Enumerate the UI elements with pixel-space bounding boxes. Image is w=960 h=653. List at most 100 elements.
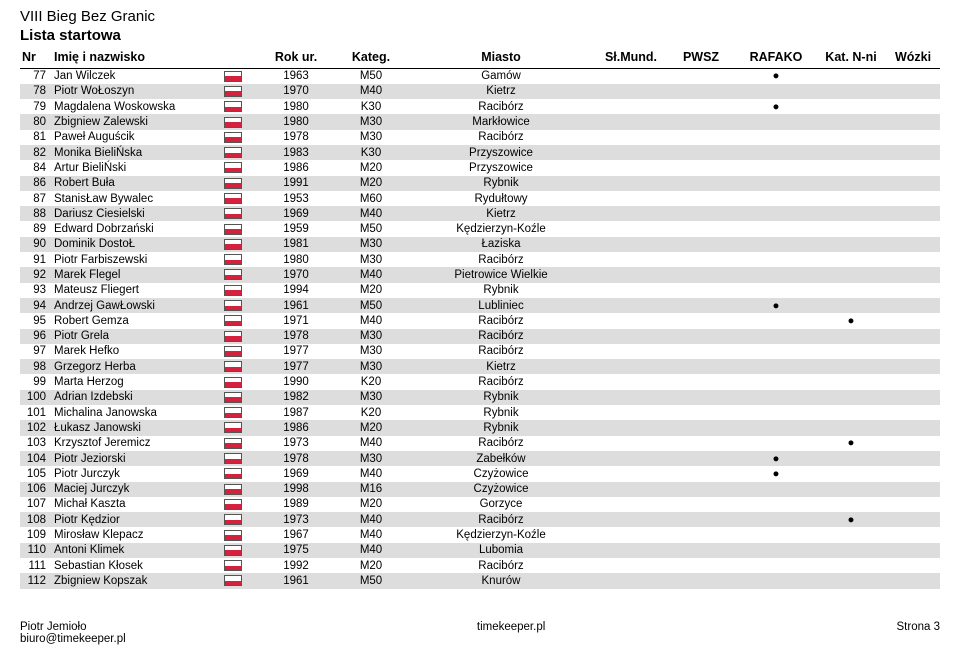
cell-rafako (736, 145, 816, 160)
cell-katnni (816, 84, 886, 99)
cell-wozki (886, 558, 940, 573)
cell-kateg: M30 (336, 344, 406, 359)
cell-katnni (816, 329, 886, 344)
cell-wozki (886, 160, 940, 175)
cell-pwsz (666, 313, 736, 328)
cell-rafako (736, 237, 816, 252)
cell-wozki (886, 466, 940, 481)
table-row: 80Zbigniew Zalewski1980M30Markłowice (20, 114, 940, 129)
cell-slmund (596, 267, 666, 282)
cell-slmund (596, 512, 666, 527)
cell-rafako: ● (736, 298, 816, 313)
cell-pwsz (666, 390, 736, 405)
table-row: 84Artur BieliŃski1986M20Przyszowice (20, 160, 940, 175)
table-row: 100Adrian Izdebski1982M30Rybnik (20, 390, 940, 405)
cell-rafako (736, 436, 816, 451)
cell-nr: 80 (20, 114, 52, 129)
cell-miasto: Czyżowice (406, 466, 596, 481)
cell-nr: 86 (20, 176, 52, 191)
cell-kateg: M16 (336, 482, 406, 497)
cell-slmund (596, 573, 666, 588)
cell-pwsz (666, 436, 736, 451)
cell-wozki (886, 267, 940, 282)
cell-name: Antoni Klimek (52, 543, 222, 558)
poland-flag-icon (224, 499, 242, 510)
cell-wozki (886, 482, 940, 497)
cell-year: 1991 (256, 176, 336, 191)
cell-flag (222, 267, 256, 282)
cell-rafako (736, 329, 816, 344)
cell-year: 1982 (256, 390, 336, 405)
cell-nr: 108 (20, 512, 52, 527)
cell-pwsz (666, 482, 736, 497)
cell-rafako (736, 405, 816, 420)
cell-rafako (736, 344, 816, 359)
cell-flag (222, 252, 256, 267)
cell-flag (222, 344, 256, 359)
cell-pwsz (666, 405, 736, 420)
cell-year: 1969 (256, 466, 336, 481)
cell-wozki (886, 527, 940, 542)
cell-year: 1970 (256, 267, 336, 282)
cell-kateg: M40 (336, 527, 406, 542)
table-row: 78Piotr WoŁoszyn1970M40Kietrz (20, 84, 940, 99)
table-row: 93Mateusz Fliegert1994M20Rybnik (20, 283, 940, 298)
cell-flag (222, 176, 256, 191)
table-row: 102Łukasz Janowski1986M20Rybnik (20, 420, 940, 435)
cell-nr: 84 (20, 160, 52, 175)
cell-kateg: M20 (336, 160, 406, 175)
cell-slmund (596, 543, 666, 558)
cell-pwsz (666, 573, 736, 588)
cell-miasto: Kędzierzyn-Koźle (406, 221, 596, 236)
cell-pwsz (666, 69, 736, 84)
cell-flag (222, 206, 256, 221)
cell-nr: 105 (20, 466, 52, 481)
table-row: 77Jan Wilczek1963M50Gamów● (20, 69, 940, 84)
cell-miasto: Racibórz (406, 436, 596, 451)
table-row: 91Piotr Farbiszewski1980M30Racibórz (20, 252, 940, 267)
cell-year: 1987 (256, 405, 336, 420)
poland-flag-icon (224, 422, 242, 433)
cell-katnni: ● (816, 436, 886, 451)
cell-year: 1978 (256, 451, 336, 466)
cell-year: 1963 (256, 69, 336, 84)
cell-flag (222, 160, 256, 175)
poland-flag-icon (224, 438, 242, 449)
cell-rafako (736, 497, 816, 512)
cell-rafako (736, 267, 816, 282)
table-row: 103Krzysztof Jeremicz1973M40Racibórz● (20, 436, 940, 451)
cell-slmund (596, 176, 666, 191)
cell-slmund (596, 130, 666, 145)
cell-pwsz (666, 145, 736, 160)
cell-name: Andrzej GawŁowski (52, 298, 222, 313)
cell-wozki (886, 221, 940, 236)
cell-flag (222, 405, 256, 420)
cell-pwsz (666, 527, 736, 542)
cell-kateg: M50 (336, 221, 406, 236)
cell-name: Robert Gemza (52, 313, 222, 328)
cell-flag (222, 359, 256, 374)
cell-slmund (596, 252, 666, 267)
col-miasto: Miasto (406, 48, 596, 69)
cell-nr: 111 (20, 558, 52, 573)
cell-nr: 94 (20, 298, 52, 313)
cell-katnni (816, 543, 886, 558)
cell-miasto: Knurów (406, 573, 596, 588)
cell-wozki (886, 84, 940, 99)
cell-kateg: M30 (336, 329, 406, 344)
table-row: 99Marta Herzog1990K20Racibórz (20, 374, 940, 389)
cell-wozki (886, 206, 940, 221)
cell-wozki (886, 176, 940, 191)
cell-slmund (596, 160, 666, 175)
cell-kateg: M30 (336, 390, 406, 405)
cell-slmund (596, 313, 666, 328)
cell-flag (222, 283, 256, 298)
cell-flag (222, 451, 256, 466)
cell-katnni (816, 344, 886, 359)
cell-miasto: Gorzyce (406, 497, 596, 512)
cell-katnni (816, 99, 886, 114)
cell-pwsz (666, 558, 736, 573)
cell-name: Marek Hefko (52, 344, 222, 359)
cell-miasto: Racibórz (406, 313, 596, 328)
cell-miasto: Zabełków (406, 451, 596, 466)
